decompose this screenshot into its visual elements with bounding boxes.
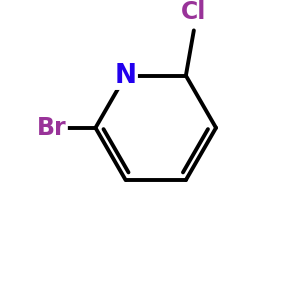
Text: N: N: [115, 63, 136, 88]
Text: Br: Br: [37, 116, 67, 140]
Text: Cl: Cl: [181, 0, 206, 24]
